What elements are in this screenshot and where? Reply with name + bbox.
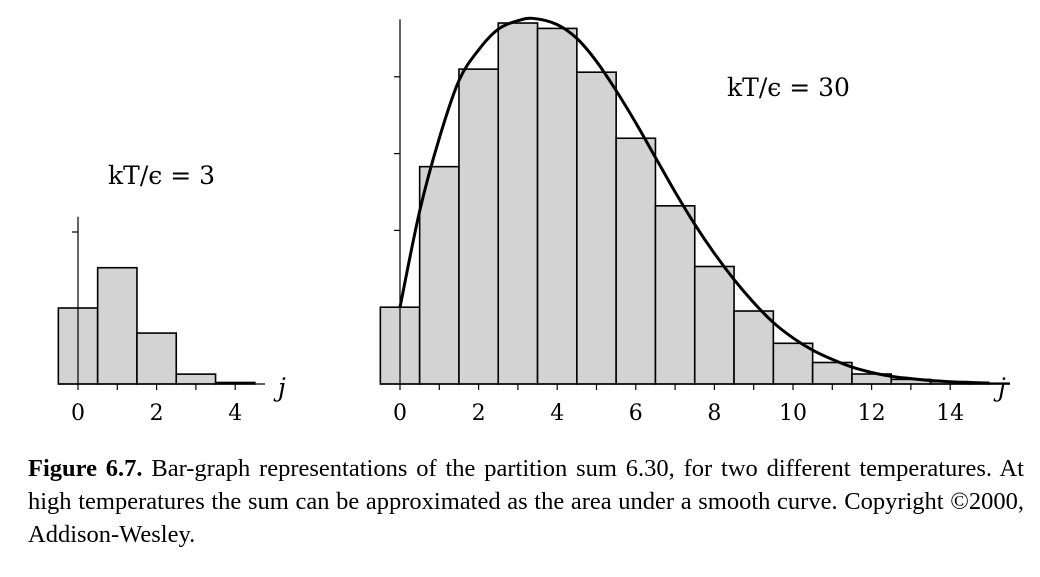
x-axis-variable: j <box>993 373 1006 402</box>
bar <box>418 165 460 385</box>
x-tick-label: 6 <box>629 401 643 426</box>
panel-label: kT/ϵ = 3 <box>108 161 215 190</box>
figure-caption: Figure 6.7. Bar-graph representations of… <box>28 452 1024 551</box>
smooth-curve <box>398 16 990 385</box>
x-tick-label: 2 <box>150 401 164 426</box>
bar <box>733 310 775 385</box>
x-tick-label: 4 <box>550 401 564 426</box>
bar <box>136 332 178 385</box>
bar <box>654 205 696 385</box>
bar <box>175 373 217 385</box>
caption-text: Bar-graph representations of the partiti… <box>28 455 1024 548</box>
partition-sum-figure: 0 2 4 j kT/ϵ = 3 0 2 4 6 8 10 12 14 j kT/ϵ = 30 <box>57 16 1010 426</box>
x-tick-label: 0 <box>393 401 407 426</box>
bar <box>96 266 138 385</box>
figure-number: Figure 6.7. <box>28 455 143 482</box>
bar <box>497 22 539 385</box>
x-tick-label: 0 <box>71 401 85 426</box>
x-axis-variable: j <box>273 373 286 402</box>
bar <box>693 265 735 385</box>
bar <box>458 68 500 385</box>
large-temperature-panel: 0 2 4 6 8 10 12 14 j kT/ϵ = 30 <box>379 16 1010 426</box>
small-temperature-panel: 0 2 4 j kT/ϵ = 3 <box>57 161 286 426</box>
x-tick-label: 4 <box>228 401 242 426</box>
bar <box>772 342 814 385</box>
panel-label: kT/ϵ = 30 <box>727 73 850 102</box>
x-tick-label: 8 <box>707 401 721 426</box>
x-tick-label: 12 <box>858 401 886 426</box>
bar <box>536 27 578 385</box>
bar <box>615 137 657 385</box>
x-tick-label: 2 <box>472 401 486 426</box>
x-tick-label: 10 <box>779 401 807 426</box>
x-tick-label: 14 <box>936 401 964 426</box>
bar <box>576 71 617 385</box>
